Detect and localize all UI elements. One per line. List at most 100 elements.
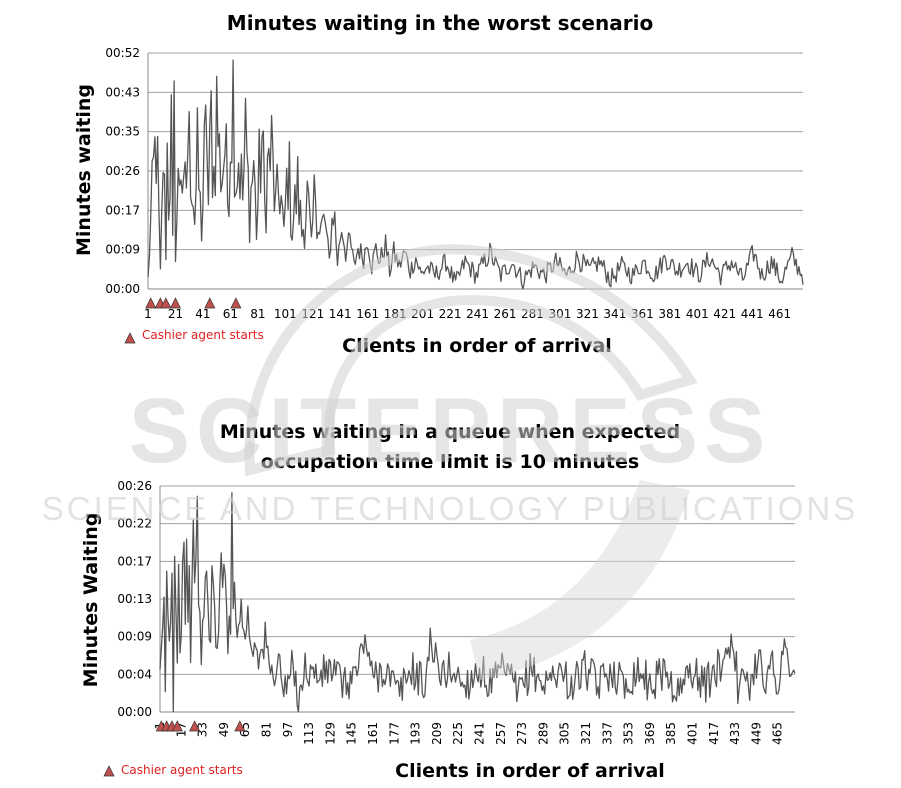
agent-start-marker <box>171 720 183 732</box>
x-axis-label: Clients in order of arrival <box>342 335 612 357</box>
x-tick-label: 177 <box>387 722 401 745</box>
x-tick-label: 33 <box>196 722 210 737</box>
agent-start-marker <box>234 720 246 732</box>
y-tick-label: 00:17 <box>105 203 140 217</box>
x-tick-label: 201 <box>411 307 434 321</box>
x-tick-label: 21 <box>168 307 183 321</box>
x-tick-label: 257 <box>494 722 508 745</box>
x-tick-label: 441 <box>741 307 764 321</box>
x-tick-label: 193 <box>409 722 423 745</box>
x-tick-label: 225 <box>451 722 465 745</box>
chart-worst-scenario: Minutes waiting in the worst scenario 00… <box>73 11 804 357</box>
series-line <box>159 492 796 713</box>
x-tick-label: 433 <box>728 722 742 745</box>
x-tick-label: 241 <box>466 307 489 321</box>
x-tick-label: 321 <box>576 307 599 321</box>
x-tick-label: 113 <box>302 722 316 745</box>
x-tick-labels: 1173349658197113129145161177193209225241… <box>153 722 785 745</box>
x-tick-label: 209 <box>430 722 444 745</box>
plot-area <box>159 492 796 713</box>
x-tick-label: 161 <box>356 307 379 321</box>
x-tick-label: 281 <box>521 307 544 321</box>
x-tick-label: 141 <box>329 307 352 321</box>
x-tick-label: 145 <box>345 722 359 745</box>
y-axis-label: Minutes Waiting <box>80 513 102 688</box>
y-tick-label: 00:00 <box>117 705 152 719</box>
x-tick-label: 353 <box>622 722 636 745</box>
agent-start-marker <box>189 720 201 732</box>
x-tick-label: 417 <box>707 722 721 745</box>
legend-triangle-icon <box>103 765 115 777</box>
y-tick-labels: 00:00 00:04 00:09 00:13 00:17 00:22 00:26 <box>117 479 152 719</box>
x-tick-label: 81 <box>250 307 265 321</box>
x-axis-label: Clients in order of arrival <box>395 760 665 782</box>
y-tick-label: 00:43 <box>105 85 140 99</box>
y-tick-label: 00:52 <box>105 46 140 60</box>
x-tick-label: 121 <box>301 307 324 321</box>
x-tick-label: 381 <box>658 307 681 321</box>
x-tick-label: 41 <box>195 307 210 321</box>
x-tick-label: 305 <box>558 722 572 745</box>
chart-title-line-2: occupation time limit is 10 minutes <box>261 451 639 473</box>
legend-triangle-icon <box>124 332 136 344</box>
chart-queue-limit: Minutes waiting in a queue when expected… <box>80 421 796 782</box>
x-tick-label: 465 <box>771 722 785 745</box>
y-tick-label: 00:09 <box>105 243 140 257</box>
x-tick-label: 129 <box>323 722 337 745</box>
x-tick-label: 401 <box>685 722 699 745</box>
x-tick-labels: 1 21 41 61 81 101 121 141 161 181 201 221 241 261 281 3… <box>144 307 791 321</box>
x-tick-label: 101 <box>274 307 297 321</box>
x-tick-label: 49 <box>217 722 231 737</box>
y-tick-label: 00:22 <box>117 517 152 531</box>
x-tick-label: 301 <box>548 307 571 321</box>
agent-start-marker <box>160 297 172 309</box>
y-axis-label: Minutes waiting <box>73 84 95 256</box>
x-tick-label: 461 <box>768 307 791 321</box>
legend-label: Cashier agent starts <box>121 763 243 777</box>
chart-title-line-1: Minutes waiting in a queue when expected <box>220 421 680 443</box>
agent-start-marker <box>204 297 216 309</box>
gridlines <box>147 52 803 290</box>
agent-start-markers <box>145 297 242 309</box>
x-tick-label: 61 <box>223 307 238 321</box>
x-tick-label: 161 <box>366 722 380 745</box>
agent-start-marker <box>230 297 242 309</box>
agent-start-marker <box>169 297 182 309</box>
x-tick-label: 421 <box>713 307 736 321</box>
x-tick-label: 289 <box>536 722 550 745</box>
y-tick-label: 00:00 <box>105 282 140 296</box>
plot-area <box>147 59 804 290</box>
x-tick-label: 97 <box>281 722 295 737</box>
x-tick-label: 221 <box>439 307 462 321</box>
x-tick-label: 1 <box>144 307 152 321</box>
legend-label: Cashier agent starts <box>142 328 264 342</box>
x-tick-label: 181 <box>384 307 407 321</box>
y-tick-label: 00:04 <box>117 667 152 681</box>
legend: Cashier agent starts <box>124 328 264 344</box>
y-tick-label: 00:26 <box>117 479 152 493</box>
y-tick-label: 00:13 <box>117 592 152 606</box>
x-tick-label: 385 <box>664 722 678 745</box>
x-tick-label: 401 <box>686 307 709 321</box>
y-tick-label: 00:09 <box>117 630 152 644</box>
agent-start-marker <box>145 297 157 309</box>
x-tick-label: 321 <box>579 722 593 745</box>
x-tick-label: 341 <box>603 307 626 321</box>
legend: Cashier agent starts <box>103 763 243 777</box>
x-tick-label: 81 <box>259 722 273 737</box>
series-line <box>147 59 804 290</box>
chart-title: Minutes waiting in the worst scenario <box>227 11 653 35</box>
x-tick-label: 241 <box>472 722 486 745</box>
x-tick-label: 273 <box>515 722 529 745</box>
y-tick-label: 00:26 <box>105 164 140 178</box>
y-tick-label: 00:17 <box>117 554 152 568</box>
y-tick-label: 00:35 <box>105 125 140 139</box>
x-tick-label: 369 <box>643 722 657 745</box>
x-tick-label: 337 <box>600 722 614 745</box>
x-tick-label: 449 <box>749 722 763 745</box>
y-tick-labels: 00:00 00:09 00:17 00:26 00:35 00:43 00:52 <box>105 46 140 296</box>
x-tick-label: 261 <box>494 307 517 321</box>
x-tick-label: 361 <box>631 307 654 321</box>
agent-start-markers <box>155 720 246 732</box>
